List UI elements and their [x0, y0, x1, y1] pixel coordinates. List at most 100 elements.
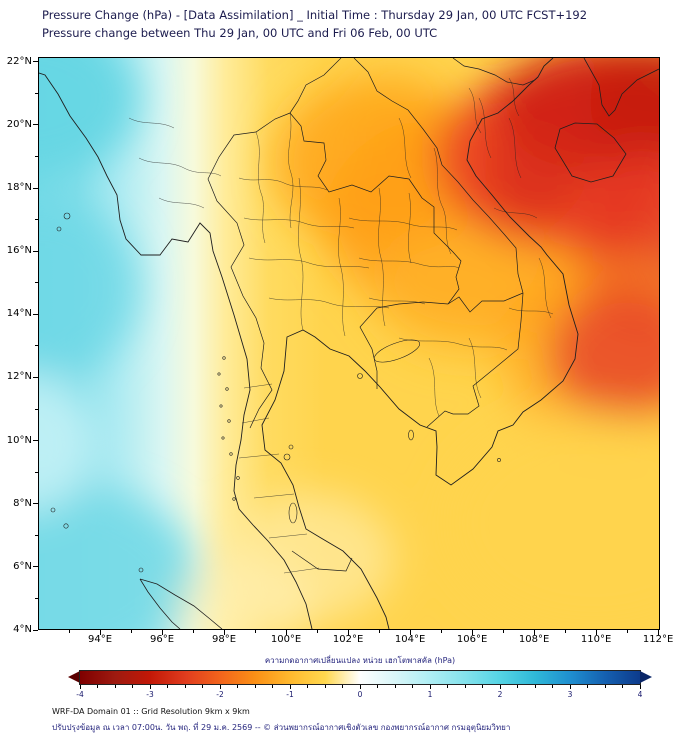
colorbar-tick [499, 685, 501, 689]
x-axis-tick [657, 630, 659, 635]
island [222, 356, 226, 360]
y-axis-minor-tick [35, 155, 38, 157]
y-axis-tick [33, 503, 38, 505]
y-axis-tick [33, 376, 38, 378]
x-axis-minor-tick [564, 630, 566, 633]
island [219, 404, 223, 408]
colorbar-tick [219, 685, 221, 689]
y-axis-tick [33, 440, 38, 442]
mainland-coastline [39, 58, 579, 629]
colorbar-tick [429, 685, 431, 689]
colorbar-tick-label: 2 [497, 690, 503, 699]
map-plot-area [38, 57, 660, 630]
y-axis-tick [33, 61, 38, 63]
colorbar-tick [359, 685, 361, 689]
x-axis-tick [471, 630, 473, 635]
colorbar-tick [552, 685, 553, 688]
x-axis-minor-tick [316, 630, 318, 633]
x-axis-tick-label: 102°E [332, 634, 364, 645]
island [227, 419, 231, 423]
x-axis-tick-label: 112°E [642, 634, 674, 645]
x-axis-tick [161, 630, 163, 635]
island [236, 476, 240, 480]
y-axis-tick-label: 6°N [13, 560, 32, 572]
page-title-line2: Pressure change between Thu 29 Jan, 00 U… [42, 26, 438, 40]
colorbar-tick [324, 685, 326, 688]
x-axis-tick [595, 630, 597, 635]
colorbar-tick [604, 685, 606, 688]
x-axis-minor-tick [68, 630, 70, 633]
y-axis-tick-label: 4°N [13, 624, 32, 635]
province-boundaries [128, 77, 554, 574]
colorbar-tick-label: -4 [76, 690, 84, 699]
field-blob-cyan-bottomleft [39, 483, 199, 629]
y-axis-tick [33, 187, 38, 189]
field-blob-cream-bottom [174, 561, 314, 629]
colorbar-tick [132, 685, 133, 688]
x-axis-minor-tick [130, 630, 132, 633]
colorbar-tick [97, 685, 98, 688]
colorbar-tick-label: 4 [637, 690, 643, 699]
colorbar-tick [412, 685, 413, 688]
x-axis-tick [285, 630, 287, 635]
island-phu-quoc [408, 429, 414, 441]
y-axis-tick-label: 12°N [6, 371, 32, 383]
colorbar-tick [517, 685, 518, 688]
y-axis-minor-tick [35, 534, 38, 536]
field-blob-cyan-topleft [39, 58, 139, 178]
colorbar-tick [184, 685, 186, 688]
field-blob-darkred-core [484, 123, 584, 223]
colorbar-tick [622, 685, 623, 688]
island [225, 387, 229, 391]
island [50, 507, 56, 513]
colorbar-title: ความกดอากาศเปลี่ยนแปลง หน่วย เฮกโตพาสคัล… [264, 656, 456, 665]
colorbar-tick [447, 685, 448, 688]
x-axis-minor-tick [254, 630, 256, 633]
colorbar-tick-label: -1 [286, 690, 294, 699]
y-axis-tick-label: 18°N [6, 182, 32, 194]
colorbar-tick [464, 685, 466, 688]
small-islands [50, 212, 501, 573]
colorbar-tick-label: -2 [216, 690, 224, 699]
colorbar-tick [342, 685, 343, 688]
y-axis-tick-label: 20°N [6, 118, 32, 130]
x-axis-tick-label: 94°E [87, 634, 113, 645]
colorbar-tick [534, 685, 536, 688]
island-ko-samui [283, 453, 291, 461]
y-axis-tick [33, 629, 38, 631]
colorbar-right-arrow [640, 671, 652, 683]
sumatra-outline [139, 578, 223, 629]
colorbar-tick [569, 685, 571, 689]
pressure-map-svg [39, 58, 659, 629]
y-axis-tick [33, 124, 38, 126]
colorbar-tick [202, 685, 203, 688]
island-con-dao [497, 458, 501, 462]
footer-domain-info: WRF-DA Domain 01 :: Grid Resolution 9km … [52, 707, 250, 716]
colorbar-tick [639, 685, 641, 689]
y-axis-tick [33, 313, 38, 315]
colorbar-tick [272, 685, 273, 688]
colorbar-tick [237, 685, 238, 688]
colorbar-tick [482, 685, 483, 688]
island [217, 372, 221, 376]
colorbar-tick [79, 685, 81, 689]
colorbar-tick [114, 685, 116, 688]
page-title-line1: Pressure Change (hPa) - [Data Assimilati… [42, 8, 588, 22]
x-axis-tick [533, 630, 535, 635]
y-axis-tick-label: 8°N [13, 497, 32, 509]
field-blob-red-midright [549, 288, 659, 418]
country-borders [207, 58, 539, 572]
y-axis-minor-tick [35, 471, 38, 473]
field-blob-darkred-corner [589, 58, 659, 163]
island-weh [138, 567, 144, 573]
hainan-island-outline [554, 122, 627, 183]
x-axis-tick-label: 96°E [149, 634, 175, 645]
china-coast-leizhou [583, 58, 659, 117]
y-axis-tick-label: 10°N [6, 434, 32, 446]
colorbar-tick-label: 3 [567, 690, 573, 699]
x-axis-tick [99, 630, 101, 635]
y-axis-tick-label: 22°N [6, 55, 32, 67]
island [229, 452, 233, 456]
x-axis-minor-tick [378, 630, 380, 633]
colorbar-tick-label: -3 [146, 690, 154, 699]
